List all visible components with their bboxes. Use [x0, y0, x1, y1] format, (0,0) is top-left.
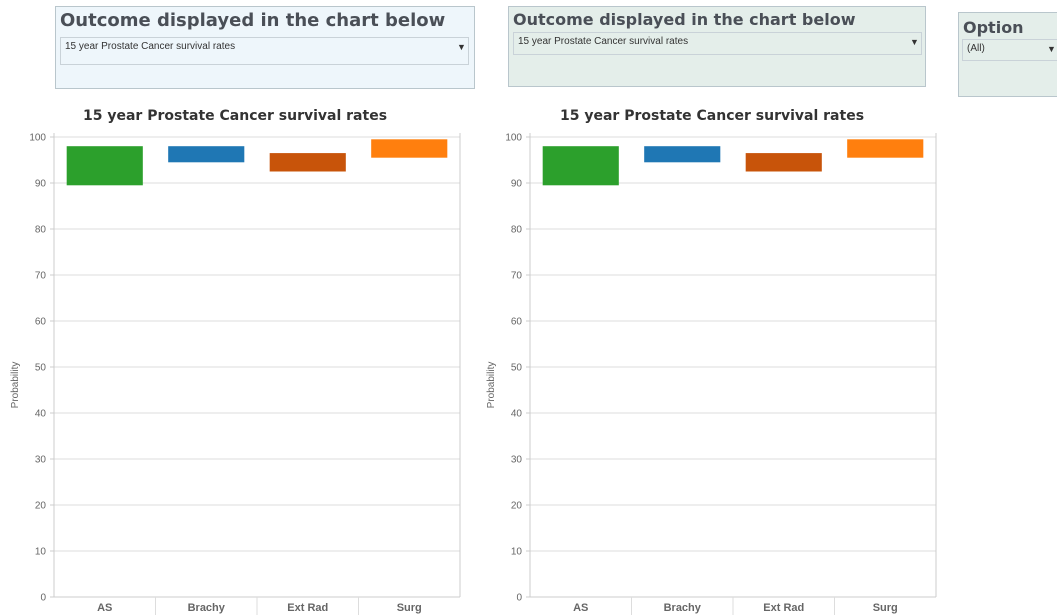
bar-brachy[interactable]	[644, 146, 721, 163]
bar-as[interactable]	[542, 146, 619, 186]
filter-title: Outcome displayed in the chart below	[513, 10, 856, 29]
y-tick-label: 70	[511, 271, 523, 282]
y-tick-label: 50	[511, 363, 523, 374]
y-tick-label: 30	[35, 455, 47, 466]
y-axis-label: Probability	[486, 362, 497, 409]
y-tick-label: 60	[35, 317, 47, 328]
y-tick-label: 40	[35, 409, 47, 420]
option-dropdown[interactable]: (All) ▼	[962, 39, 1057, 61]
chart-plot: 0 10 20 30 40 50 60 70 80 90 100 Probability AS Brach…	[10, 133, 461, 615]
x-tick-label: Ext Rad	[287, 602, 328, 614]
bar-ext-rad[interactable]	[269, 153, 346, 172]
y-tick-label: 0	[516, 593, 522, 604]
y-tick-label: 20	[35, 501, 47, 512]
bar-ext-rad[interactable]	[745, 153, 822, 172]
survival-chart-left: 15 year Prostate Cancer survival rates 0…	[0, 105, 480, 616]
y-tick-label: 20	[511, 501, 523, 512]
survival-chart-right: 15 year Prostate Cancer survival rates 0…	[476, 105, 956, 616]
y-tick-label: 0	[40, 593, 46, 604]
y-tick-label: 40	[511, 409, 523, 420]
y-tick-label: 80	[511, 225, 523, 236]
x-tick-label: Surg	[397, 602, 422, 614]
chevron-down-icon: ▼	[1047, 44, 1056, 54]
filter-title: Outcome displayed in the chart below	[60, 10, 446, 31]
y-tick-label: 10	[35, 547, 47, 558]
y-tick-label: 90	[511, 179, 523, 190]
x-tick-label: Brachy	[664, 602, 702, 614]
bar-surg[interactable]	[371, 139, 448, 158]
chart-plot: 0 10 20 30 40 50 60 70 80 90 100 Probability AS Brach…	[486, 133, 937, 615]
y-tick-label: 70	[35, 271, 47, 282]
y-tick-label: 90	[35, 179, 47, 190]
chart-title: 15 year Prostate Cancer survival rates	[560, 108, 865, 124]
y-tick-label: 60	[511, 317, 523, 328]
y-tick-label: 50	[35, 363, 47, 374]
bar-brachy[interactable]	[168, 146, 245, 163]
x-tick-label: AS	[573, 602, 588, 614]
y-tick-label: 100	[505, 133, 522, 144]
dropdown-selected-value: 15 year Prostate Cancer survival rates	[518, 36, 689, 47]
filter-title: Option	[963, 18, 1024, 37]
chart-title: 15 year Prostate Cancer survival rates	[83, 108, 388, 124]
bar-as[interactable]	[66, 146, 143, 186]
y-tick-label: 100	[29, 133, 46, 144]
outcome-filter-panel-left: Outcome displayed in the chart below 15 …	[55, 6, 475, 89]
y-tick-label: 30	[511, 455, 523, 466]
dropdown-selected-value: 15 year Prostate Cancer survival rates	[65, 41, 236, 52]
y-tick-label: 10	[511, 547, 523, 558]
chevron-down-icon: ▼	[910, 37, 919, 47]
outcome-filter-panel-right: Outcome displayed in the chart below 15 …	[508, 6, 926, 87]
outcome-dropdown[interactable]: 15 year Prostate Cancer survival rates ▼	[513, 32, 922, 55]
y-axis-label: Probability	[10, 362, 21, 409]
x-tick-label: Brachy	[188, 602, 226, 614]
bar-surg[interactable]	[847, 139, 924, 158]
y-tick-label: 80	[35, 225, 47, 236]
chevron-down-icon: ▼	[457, 42, 466, 52]
option-filter-panel: Option (All) ▼	[958, 12, 1057, 97]
x-tick-label: Surg	[873, 602, 898, 614]
outcome-dropdown[interactable]: 15 year Prostate Cancer survival rates ▼	[60, 37, 469, 65]
x-tick-label: Ext Rad	[763, 602, 804, 614]
dropdown-selected-value: (All)	[967, 43, 985, 54]
x-tick-label: AS	[97, 602, 112, 614]
